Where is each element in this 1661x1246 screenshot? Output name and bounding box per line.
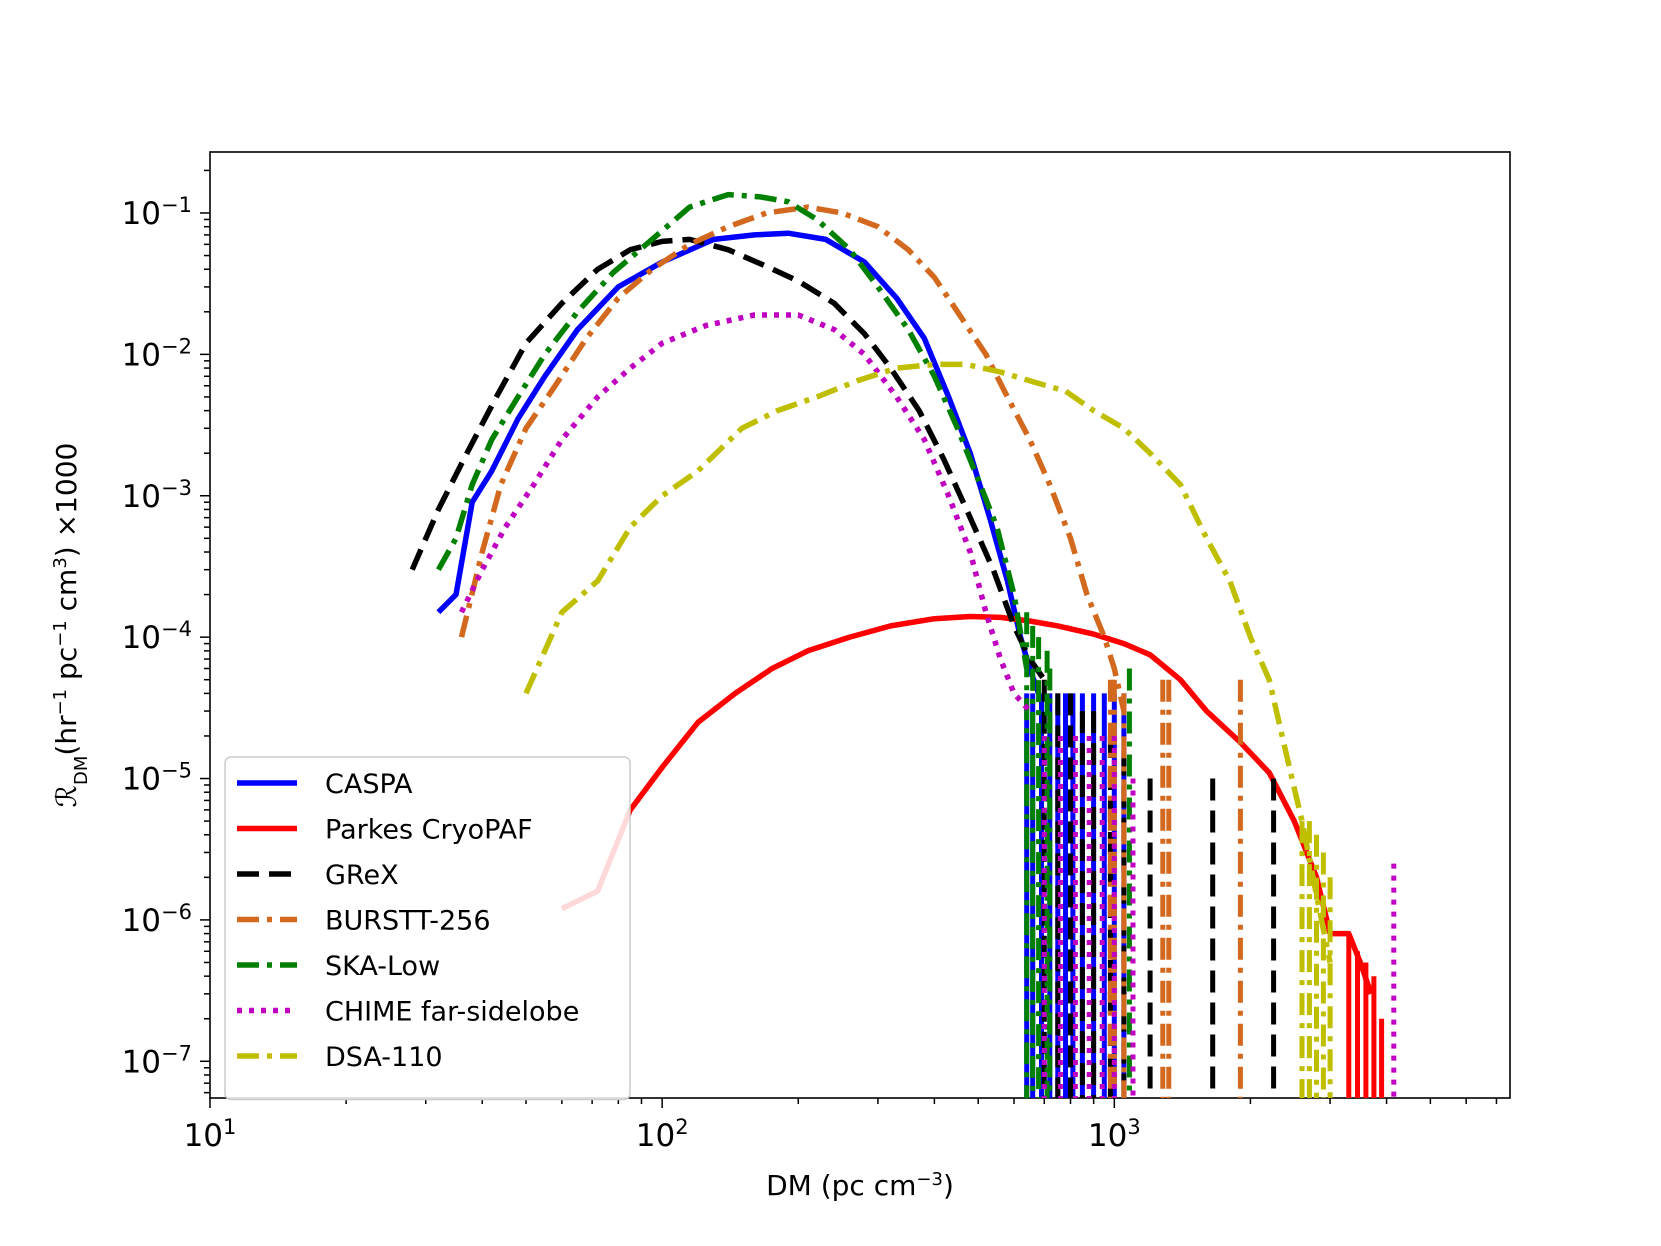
series-line [409, 236, 1047, 682]
axes: 101 102 103 10−1 10−2 10−3 10−4 10−5 10−6 10−7 [122, 169, 1498, 1154]
legend-label: DSA-110 [325, 1042, 443, 1073]
legend-item: Parkes CryoPAF [237, 815, 533, 846]
series-line [523, 361, 1333, 964]
y-tick-label: 10−7 [122, 1041, 192, 1080]
y-tick-label: 10−5 [122, 759, 192, 798]
y-tick-label: 10−1 [122, 193, 192, 232]
legend-item: DSA-110 [237, 1042, 443, 1073]
legend-label: CASPA [325, 769, 413, 800]
legend-item: GReX [237, 860, 399, 891]
series-line [436, 191, 1030, 669]
legend-label: CHIME far-sidelobe [325, 997, 579, 1028]
legend-box [224, 756, 631, 1101]
series-dsa-110 [523, 361, 1333, 1098]
legend-item: SKA-Low [237, 951, 440, 982]
legend-label: BURSTT-256 [325, 906, 491, 937]
legend-label: Parkes CryoPAF [325, 815, 533, 846]
series-ska-low [436, 191, 1132, 1098]
y-tick-label: 10−6 [122, 900, 192, 939]
series-layer [409, 191, 1397, 1098]
series-line [458, 204, 1127, 712]
y-tick-label: 10−2 [122, 334, 192, 373]
legend-item: CHIME far-sidelobe [237, 997, 579, 1028]
y-tick-label: 10−4 [122, 617, 192, 656]
series-chime-far-sidelobe [459, 312, 1397, 1098]
legend-item: BURSTT-256 [237, 906, 491, 937]
x-tick-label: 103 [1088, 1115, 1141, 1154]
legend-label: GReX [325, 860, 399, 891]
y-tick-label: 10−3 [122, 476, 192, 515]
legend: CASPA Parkes CryoPAF GReX BURSTT-256 SKA-Low… [224, 756, 631, 1101]
legend-item: CASPA [237, 769, 413, 800]
x-axis-label: DM (pc cm−3) [766, 1169, 954, 1203]
y-axis-label: ℛDM(hr−1 pc−1 cm3) ×1000 [50, 443, 92, 808]
x-tick-label: 101 [184, 1115, 237, 1154]
legend-label: SKA-Low [325, 951, 440, 982]
series-line [459, 312, 1032, 713]
x-tick-label: 102 [636, 1115, 689, 1154]
series-line [436, 230, 1042, 695]
